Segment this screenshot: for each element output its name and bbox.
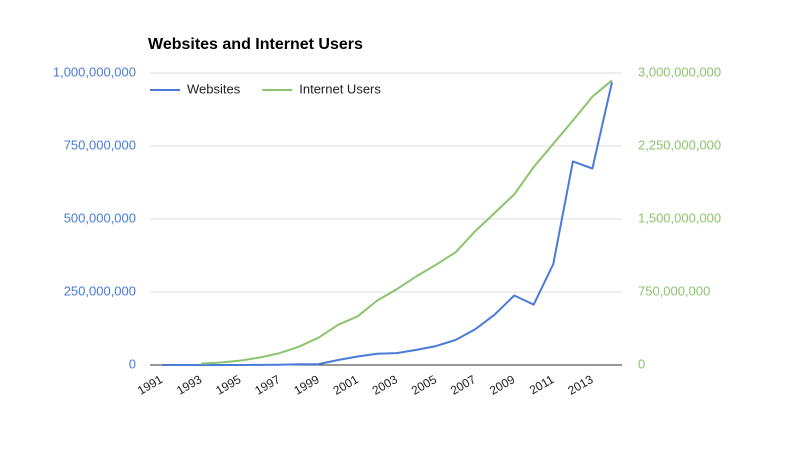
x-tick-label: 2003	[370, 372, 400, 398]
chart-title: Websites and Internet Users	[148, 36, 363, 53]
series-line	[162, 81, 613, 366]
y2-tick-label: 2,250,000,000	[638, 137, 721, 152]
x-tick-label: 1997	[252, 372, 282, 398]
x-tick-label: 2007	[448, 372, 478, 398]
y-tick-label: 1,000,000,000	[53, 64, 136, 79]
y-tick-label: 750,000,000	[64, 137, 136, 152]
y-tick-label: 0	[129, 356, 136, 371]
y2-tick-label: 0	[638, 356, 645, 371]
x-tick-label: 2013	[565, 372, 595, 398]
legend-label: Internet Users	[299, 81, 381, 96]
y2-tick-label: 1,500,000,000	[638, 210, 721, 225]
x-tick-label: 2001	[331, 372, 361, 398]
x-tick-label: 2011	[527, 372, 557, 397]
x-tick-label: 1993	[174, 372, 204, 398]
x-tick-label: 2009	[487, 372, 517, 398]
y2-tick-label: 750,000,000	[638, 283, 710, 298]
x-tick-label: 2005	[409, 372, 439, 398]
y-tick-label: 500,000,000	[64, 210, 136, 225]
series-line	[201, 79, 613, 365]
x-tick-label: 1999	[291, 372, 321, 398]
y-tick-label: 250,000,000	[64, 283, 136, 298]
y2-tick-label: 3,000,000,000	[638, 64, 721, 79]
x-tick-label: 1995	[213, 372, 243, 398]
x-tick-label: 1991	[135, 372, 165, 398]
legend-label: Websites	[187, 81, 241, 96]
